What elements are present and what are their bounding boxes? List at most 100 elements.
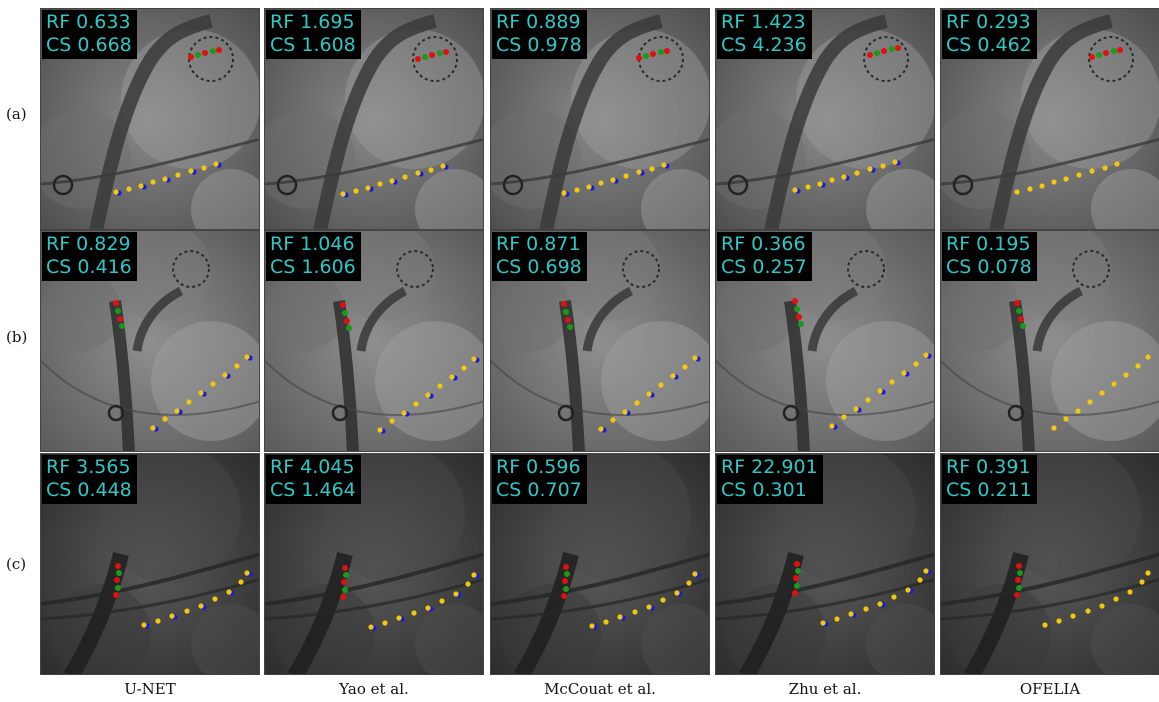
marker-point bbox=[377, 181, 383, 187]
rf-value: RF 4.045 bbox=[270, 456, 355, 478]
marker-point bbox=[565, 317, 571, 323]
marker-point bbox=[805, 184, 811, 190]
marker-point bbox=[636, 55, 642, 61]
marker-point bbox=[1139, 579, 1145, 585]
marker-point bbox=[561, 190, 567, 196]
marker-point bbox=[1102, 165, 1108, 171]
xray-image bbox=[265, 9, 483, 229]
marker-point bbox=[563, 586, 569, 592]
metric-box: RF 0.293 CS 0.462 bbox=[942, 10, 1037, 59]
marker-point bbox=[353, 188, 359, 194]
xray-image bbox=[941, 454, 1159, 674]
marker-point bbox=[413, 401, 419, 407]
marker-point bbox=[1076, 172, 1082, 178]
cs-value: CS 1.464 bbox=[270, 479, 356, 501]
marker-point bbox=[563, 564, 569, 570]
marker-point bbox=[923, 352, 929, 358]
row-label: (c) bbox=[6, 555, 27, 573]
metric-box: RF 4.045 CS 1.464 bbox=[266, 455, 361, 504]
marker-point bbox=[793, 575, 799, 581]
marker-point bbox=[162, 176, 168, 182]
marker-point bbox=[660, 597, 666, 603]
marker-point bbox=[453, 591, 459, 597]
metric-box: RF 3.565 CS 0.448 bbox=[42, 455, 137, 504]
marker-point bbox=[188, 54, 194, 60]
marker-point bbox=[889, 379, 895, 385]
marker-point bbox=[889, 46, 895, 52]
marker-point bbox=[465, 581, 471, 587]
marker-point bbox=[1016, 308, 1022, 314]
marker-point bbox=[437, 50, 443, 56]
marker-point bbox=[216, 47, 222, 53]
marker-point bbox=[901, 370, 907, 376]
marker-point bbox=[234, 363, 240, 369]
rf-value: RF 22.901 bbox=[721, 456, 818, 478]
marker-point bbox=[841, 174, 847, 180]
marker-point bbox=[686, 580, 692, 586]
marker-point bbox=[396, 615, 402, 621]
marker-point bbox=[632, 609, 638, 615]
marker-point bbox=[114, 577, 120, 583]
marker-point bbox=[1099, 603, 1105, 609]
marker-point bbox=[365, 185, 371, 191]
marker-point bbox=[636, 169, 642, 175]
marker-point bbox=[222, 372, 228, 378]
marker-point bbox=[377, 427, 383, 433]
xray-panel: RF 1.695 CS 1.608 bbox=[264, 8, 484, 230]
rf-value: RF 0.889 bbox=[496, 11, 581, 33]
rf-value: RF 0.293 bbox=[946, 11, 1031, 33]
marker-point bbox=[646, 391, 652, 397]
marker-point bbox=[471, 356, 477, 362]
marker-point bbox=[150, 179, 156, 185]
marker-point bbox=[1014, 300, 1020, 306]
marker-point bbox=[564, 571, 570, 577]
marker-point bbox=[863, 606, 869, 612]
marker-point bbox=[874, 50, 880, 56]
marker-point bbox=[670, 373, 676, 379]
marker-point bbox=[226, 589, 232, 595]
marker-point bbox=[471, 572, 477, 578]
metric-box: RF 0.829 CS 0.416 bbox=[42, 232, 137, 281]
marker-point bbox=[795, 568, 801, 574]
marker-point bbox=[574, 187, 580, 193]
cs-value: CS 0.462 bbox=[946, 34, 1032, 56]
marker-point bbox=[1039, 183, 1045, 189]
marker-point bbox=[116, 570, 122, 576]
cs-value: CS 0.078 bbox=[946, 256, 1032, 278]
marker-point bbox=[817, 181, 823, 187]
marker-point bbox=[150, 425, 156, 431]
marker-point bbox=[1123, 372, 1129, 378]
metric-box: RF 0.366 CS 0.257 bbox=[717, 232, 812, 281]
marker-point bbox=[1063, 416, 1069, 422]
cs-value: CS 0.978 bbox=[496, 34, 582, 56]
marker-point bbox=[1017, 570, 1023, 576]
metric-box: RF 0.871 CS 0.698 bbox=[492, 232, 587, 281]
cs-value: CS 1.608 bbox=[270, 34, 356, 56]
rf-value: RF 0.366 bbox=[721, 233, 806, 255]
marker-point bbox=[238, 579, 244, 585]
marker-point bbox=[1070, 613, 1076, 619]
marker-point bbox=[892, 159, 898, 165]
marker-point bbox=[643, 53, 649, 59]
marker-point bbox=[210, 48, 216, 54]
rf-value: RF 0.195 bbox=[946, 233, 1031, 255]
column-label: U-NET bbox=[124, 680, 176, 698]
marker-point bbox=[562, 578, 568, 584]
marker-point bbox=[198, 603, 204, 609]
marker-point bbox=[913, 361, 919, 367]
metric-box: RF 0.596 CS 0.707 bbox=[492, 455, 587, 504]
marker-point bbox=[561, 301, 567, 307]
metric-box: RF 1.695 CS 1.608 bbox=[266, 10, 361, 59]
marker-point bbox=[244, 354, 250, 360]
marker-point bbox=[212, 596, 218, 602]
rf-value: RF 0.596 bbox=[496, 456, 581, 478]
marker-point bbox=[792, 298, 798, 304]
marker-point bbox=[865, 397, 871, 403]
marker-point bbox=[342, 565, 348, 571]
marker-point bbox=[1063, 176, 1069, 182]
marker-point bbox=[382, 620, 388, 626]
marker-point bbox=[342, 310, 348, 316]
cs-value: CS 1.606 bbox=[270, 256, 356, 278]
marker-point bbox=[429, 52, 435, 58]
marker-point bbox=[443, 49, 449, 55]
